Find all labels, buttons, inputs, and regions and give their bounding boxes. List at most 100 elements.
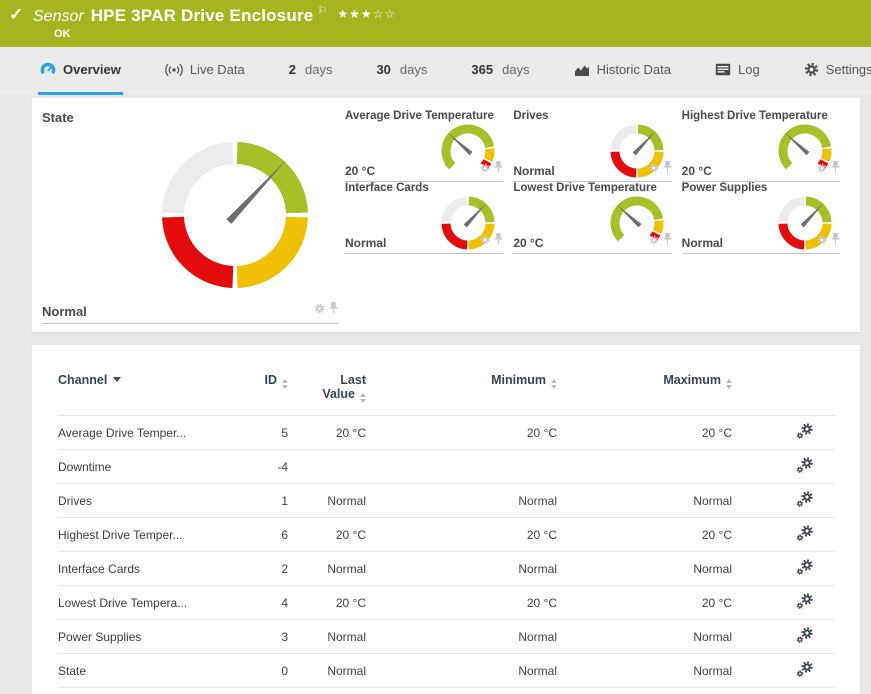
channel-settings-icon[interactable] bbox=[796, 422, 814, 440]
channel-gauge-grid: Average Drive Temperature 20 °C Drives Norm… bbox=[340, 98, 860, 332]
cell-channel[interactable]: State bbox=[58, 653, 228, 688]
channel-settings-icon[interactable] bbox=[796, 524, 814, 542]
sensor-status-badge: OK bbox=[54, 28, 71, 40]
channel-settings-icon[interactable] bbox=[796, 592, 814, 610]
cell-minimum: Normal bbox=[366, 619, 557, 654]
gauge-cell-average-drive-temperature: Average Drive Temperature 20 °C bbox=[345, 110, 504, 182]
tab-label: Settings bbox=[825, 62, 871, 77]
column-header-id[interactable]: ID bbox=[228, 373, 288, 416]
cell-channel[interactable]: Downtime bbox=[58, 449, 228, 484]
gauge-settings-icon[interactable] bbox=[314, 301, 325, 319]
cell-id: 2 bbox=[228, 551, 288, 586]
gauge-settings-icon[interactable] bbox=[480, 232, 490, 250]
gauge-pin-icon[interactable] bbox=[494, 160, 503, 178]
column-header-min[interactable]: Minimum bbox=[366, 373, 557, 416]
tab-log[interactable]: Log bbox=[713, 47, 762, 95]
sort-toggle-icon bbox=[360, 393, 366, 403]
gauge-pin-icon[interactable] bbox=[329, 301, 338, 319]
tab-number: 365 bbox=[471, 62, 494, 77]
cell-minimum: 20 °C bbox=[366, 585, 557, 620]
channel-table: Channel ID Last Value Minimum Maximum Average… bbox=[58, 373, 835, 688]
state-gauge-value: Normal bbox=[42, 304, 87, 319]
table-row: Lowest Drive Tempera... 4 20 °C 20 °C 20 °C bbox=[58, 585, 835, 620]
gauge-settings-icon[interactable] bbox=[817, 160, 827, 178]
cell-maximum: Normal bbox=[557, 653, 732, 688]
cell-minimum: Normal bbox=[366, 653, 557, 688]
object-kind-label: Sensor bbox=[33, 8, 84, 25]
gauge-cell-highest-drive-temperature: Highest Drive Temperature 20 °C bbox=[681, 110, 840, 182]
cell-minimum bbox=[366, 449, 557, 484]
log-icon bbox=[715, 63, 731, 76]
gauge-pin-icon[interactable] bbox=[663, 232, 672, 250]
tab-label: days bbox=[304, 62, 333, 77]
column-header-actions bbox=[732, 373, 835, 416]
gauge-drives bbox=[604, 122, 670, 180]
cell-id: 6 bbox=[228, 517, 288, 552]
tab-365-days[interactable]: 365 days bbox=[469, 47, 531, 95]
tab-number: 2 bbox=[288, 62, 296, 77]
gauge-title: Interface Cards bbox=[345, 182, 429, 194]
cell-channel[interactable]: Highest Drive Temper... bbox=[58, 517, 228, 552]
gauge-settings-icon[interactable] bbox=[649, 160, 659, 178]
gauge-pin-icon[interactable] bbox=[831, 160, 840, 178]
tab-overview[interactable]: Overview bbox=[38, 47, 123, 95]
cell-channel[interactable]: Drives bbox=[58, 483, 228, 518]
channel-settings-icon[interactable] bbox=[796, 490, 814, 508]
cell-id: 4 bbox=[228, 585, 288, 620]
gauge-settings-icon[interactable] bbox=[817, 232, 827, 250]
sort-toggle-icon bbox=[282, 379, 288, 389]
cell-last-value: 20 °C bbox=[288, 585, 366, 620]
column-header-max[interactable]: Maximum bbox=[557, 373, 732, 416]
priority-stars[interactable]: ★★★☆☆ bbox=[337, 7, 397, 21]
cell-channel[interactable]: Average Drive Temper... bbox=[58, 415, 228, 450]
table-row: Average Drive Temper... 5 20 °C 20 °C 20 °C bbox=[58, 415, 835, 450]
tab-2-days[interactable]: 2 days bbox=[287, 47, 335, 95]
cell-channel[interactable]: Lowest Drive Tempera... bbox=[58, 585, 228, 620]
cell-minimum: 20 °C bbox=[366, 415, 557, 450]
tab-label: Live Data bbox=[189, 62, 245, 77]
tab-live-data[interactable]: Live Data bbox=[163, 47, 247, 95]
cell-last-value: Normal bbox=[288, 653, 366, 688]
tab-30-days[interactable]: 30 days bbox=[374, 47, 429, 95]
priority-flag-icon[interactable]: ⚐ bbox=[317, 5, 328, 17]
channel-table-header: Channel ID Last Value Minimum Maximum bbox=[58, 373, 835, 416]
sort-descending-icon bbox=[113, 377, 122, 382]
tab-number: 30 bbox=[376, 62, 391, 77]
cell-last-value: 20 °C bbox=[288, 415, 366, 450]
cell-minimum: Normal bbox=[366, 551, 557, 586]
column-header-channel[interactable]: Channel bbox=[58, 373, 228, 416]
gauge-settings-icon[interactable] bbox=[649, 232, 659, 250]
gauge-title: Average Drive Temperature bbox=[345, 110, 494, 122]
ok-check-icon: ✓ bbox=[9, 5, 24, 24]
gauge-pin-icon[interactable] bbox=[663, 160, 672, 178]
cell-channel[interactable]: Interface Cards bbox=[58, 551, 228, 586]
gauge-pin-icon[interactable] bbox=[494, 232, 503, 250]
tab-label: days bbox=[502, 62, 530, 77]
gauge-icon bbox=[40, 62, 56, 78]
gauge-title: Power Supplies bbox=[681, 182, 768, 194]
live-icon bbox=[164, 63, 183, 77]
cell-maximum: 20 °C bbox=[557, 585, 732, 620]
cell-maximum: 20 °C bbox=[557, 415, 732, 450]
tab-historic-data[interactable]: Historic Data bbox=[572, 47, 673, 95]
channel-settings-icon[interactable] bbox=[796, 660, 814, 678]
gauge-cell-power-supplies: Power Supplies Normal bbox=[681, 182, 840, 254]
tab-label: Log bbox=[737, 62, 760, 77]
channel-settings-icon[interactable] bbox=[796, 626, 814, 644]
gauge-pin-icon[interactable] bbox=[831, 232, 840, 250]
tab-label: days bbox=[399, 62, 428, 77]
channel-table-panel: Channel ID Last Value Minimum Maximum Average… bbox=[32, 345, 860, 694]
tab-settings[interactable]: Settings bbox=[802, 47, 871, 95]
sensor-header: ✓ Sensor HPE 3PAR Drive Enclosure ⚐ ★★★☆☆ O… bbox=[0, 0, 871, 47]
gauge-settings-icon[interactable] bbox=[480, 160, 490, 178]
channel-settings-icon[interactable] bbox=[796, 558, 814, 576]
gauge-value: 20 °C bbox=[681, 164, 712, 178]
gauge-cell-lowest-drive-temperature: Lowest Drive Temperature 20 °C bbox=[513, 182, 672, 254]
state-gauge-actions bbox=[314, 301, 338, 319]
cell-channel[interactable]: Power Supplies bbox=[58, 619, 228, 654]
channel-settings-icon[interactable] bbox=[796, 456, 814, 474]
table-row: Interface Cards 2 Normal Normal Normal bbox=[58, 551, 835, 586]
cell-maximum: Normal bbox=[557, 551, 732, 586]
overview-gauges-panel: State Normal Average Drive Temperature 20… bbox=[32, 98, 860, 332]
column-header-last[interactable]: Last Value bbox=[288, 373, 366, 416]
